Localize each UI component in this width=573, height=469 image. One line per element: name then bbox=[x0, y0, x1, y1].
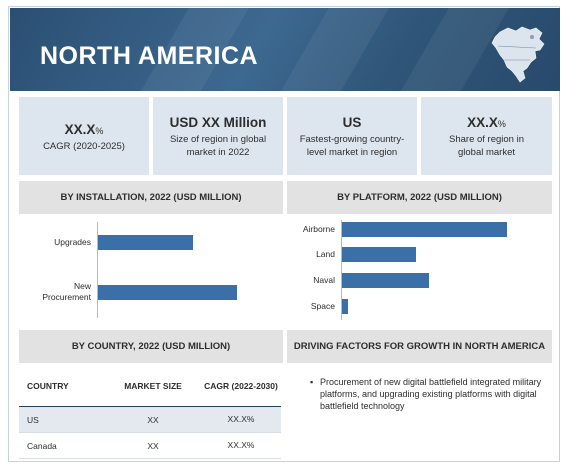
bar-label: Land bbox=[316, 248, 335, 259]
table-row: US XX XX.X% bbox=[19, 407, 281, 433]
platform-heading: BY PLATFORM, 2022 (USD MILLION) bbox=[287, 181, 552, 214]
col-country: COUNTRY bbox=[27, 381, 69, 391]
north-america-map-icon bbox=[491, 26, 545, 83]
bar bbox=[342, 246, 417, 262]
bar-label: New Procurement bbox=[42, 281, 91, 302]
installation-heading: BY INSTALLATION, 2022 (USD MILLION) bbox=[19, 181, 283, 214]
country-cell: Canada bbox=[27, 440, 57, 451]
kpi-fastest-country-value: US bbox=[342, 115, 362, 130]
kpi-share-label: Share of region in global market bbox=[449, 134, 524, 158]
region-title: NORTH AMERICA bbox=[40, 42, 259, 70]
bar bbox=[98, 234, 193, 250]
bar bbox=[342, 272, 429, 288]
cagr-cell: XX.X% bbox=[227, 414, 255, 424]
size-cell: XX bbox=[147, 440, 159, 451]
bar-label: Space bbox=[310, 300, 335, 311]
kpi-share-value: XX.X% bbox=[467, 115, 506, 130]
country-heading: BY COUNTRY, 2022 (USD MILLION) bbox=[19, 330, 283, 363]
country-cell: US bbox=[27, 414, 39, 425]
region-banner: NORTH AMERICA bbox=[10, 8, 560, 91]
col-cagr: CAGR (2022-2030) bbox=[204, 380, 278, 391]
kpi-market-size-label: Size of region in global market in 2022 bbox=[169, 134, 267, 158]
kpi-cagr: XX.X% CAGR (2020-2025) bbox=[19, 97, 149, 175]
driver-item: Procurement of new digital battlefield i… bbox=[306, 376, 546, 412]
bar-label: Naval bbox=[313, 274, 335, 285]
kpi-fastest-country-label: Fastest-growing country-level market in … bbox=[299, 134, 405, 158]
bar-label: Upgrades bbox=[54, 236, 91, 247]
installation-bar-chart: Upgrades New Procurement bbox=[19, 214, 283, 326]
chart-axis bbox=[97, 222, 98, 318]
bar bbox=[98, 284, 237, 300]
bar-label: Airborne bbox=[302, 223, 335, 234]
country-table-header: COUNTRY MARKET SIZE CAGR (2022-2030) bbox=[19, 366, 281, 407]
cagr-cell: XX.X% bbox=[227, 440, 255, 450]
country-table: COUNTRY MARKET SIZE CAGR (2022-2030) US … bbox=[19, 366, 281, 459]
platform-bar-chart: Airborne Land Naval Space bbox=[287, 214, 552, 326]
size-cell: XX bbox=[147, 414, 159, 425]
col-market-size: MARKET SIZE bbox=[124, 381, 182, 391]
kpi-fastest-country: US Fastest-growing country-level market … bbox=[287, 97, 417, 175]
bar bbox=[342, 298, 349, 314]
drivers-list: Procurement of new digital battlefield i… bbox=[306, 376, 546, 412]
kpi-market-size: USD XX Million Size of region in global … bbox=[153, 97, 283, 175]
drivers-heading: DRIVING FACTORS FOR GROWTH IN NORTH AMER… bbox=[287, 330, 552, 363]
kpi-share: XX.X% Share of region in global market bbox=[421, 97, 552, 175]
table-row: Canada XX XX.X% bbox=[19, 433, 281, 459]
kpi-cagr-value: XX.X% bbox=[64, 122, 104, 137]
chart-axis bbox=[341, 220, 342, 320]
bar bbox=[342, 221, 507, 237]
kpi-market-size-value: USD XX Million bbox=[169, 115, 267, 130]
kpi-cagr-label: CAGR (2020-2025) bbox=[43, 141, 125, 152]
